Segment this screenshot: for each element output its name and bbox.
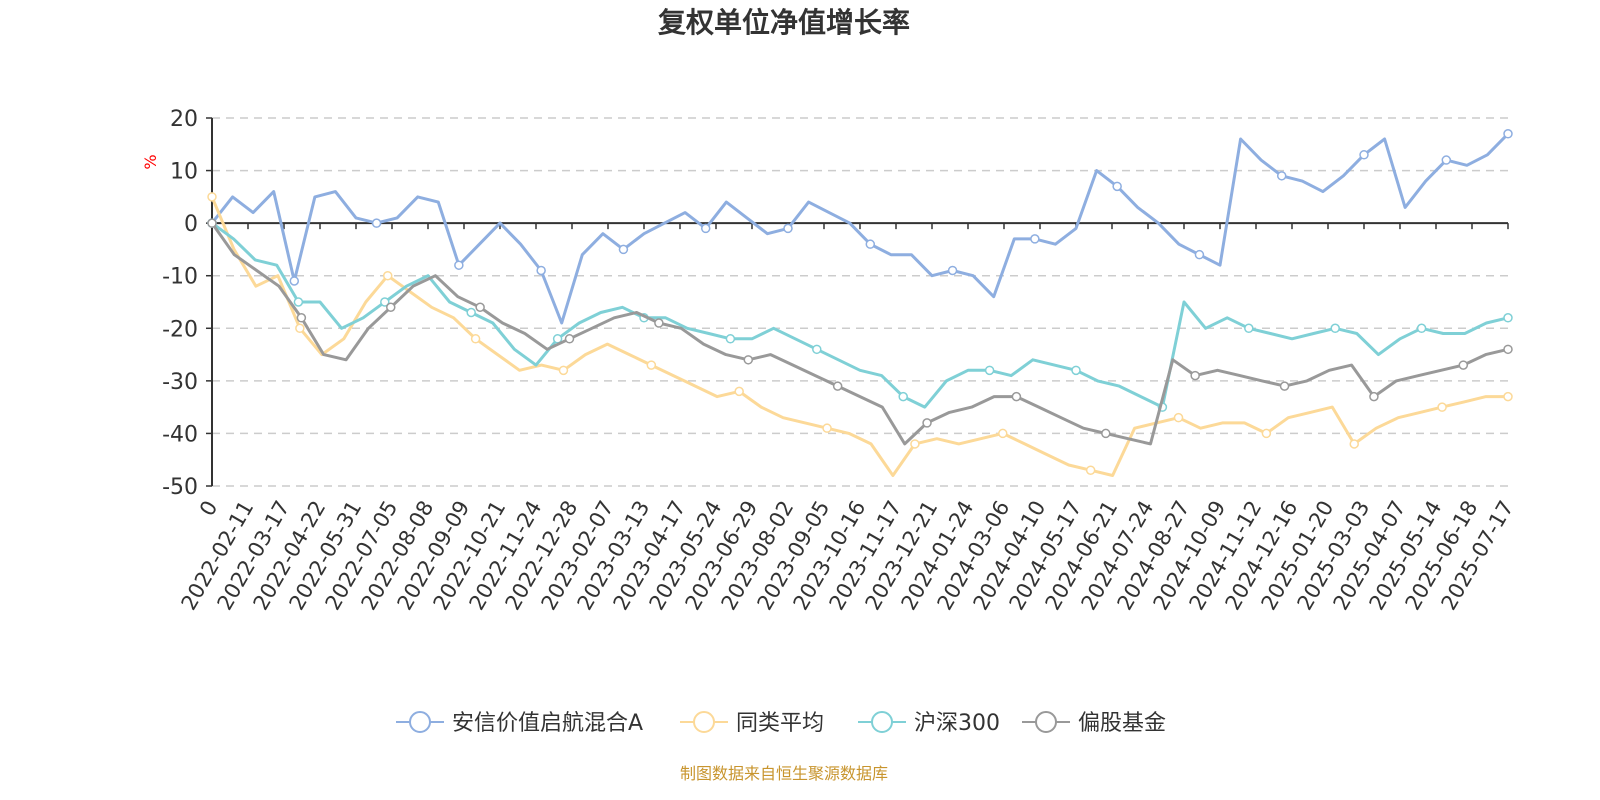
y-tick-label: 10 xyxy=(170,160,198,185)
series-0 xyxy=(207,129,1513,325)
data-point xyxy=(382,270,393,281)
data-point xyxy=(1085,465,1096,475)
data-point xyxy=(1279,381,1290,391)
data-point xyxy=(371,218,382,228)
legend-marker-icon xyxy=(409,711,431,733)
legend-item[interactable]: 偏股基金 xyxy=(1022,711,1166,736)
data-point xyxy=(947,265,958,276)
data-point xyxy=(1276,171,1287,181)
data-point xyxy=(1112,181,1122,192)
legend-marker-icon xyxy=(693,711,715,733)
data-point xyxy=(865,239,876,249)
data-point xyxy=(295,323,305,334)
data-point xyxy=(832,381,843,391)
data-point xyxy=(1330,323,1340,334)
data-point xyxy=(922,418,932,428)
data-point xyxy=(654,318,664,328)
legend-item[interactable]: 沪深300 xyxy=(858,711,1000,736)
data-point xyxy=(296,313,307,323)
series-3 xyxy=(207,218,1513,446)
data-point xyxy=(470,334,481,344)
data-point xyxy=(1437,402,1447,412)
y-axis-unit: % xyxy=(141,154,160,169)
data-point xyxy=(1261,428,1272,439)
data-point xyxy=(475,302,485,313)
data-point xyxy=(380,297,390,307)
data-point xyxy=(207,218,217,228)
data-point xyxy=(998,428,1008,439)
data-point xyxy=(1503,391,1513,402)
data-point xyxy=(1190,370,1200,381)
data-point xyxy=(293,297,304,307)
axes xyxy=(206,117,1509,487)
data-point xyxy=(558,365,569,376)
gridlines xyxy=(212,117,1508,487)
data-point xyxy=(984,365,995,376)
legend-marker-icon xyxy=(871,711,893,733)
series-1 xyxy=(207,192,1513,477)
chart-title: 复权单位净值增长率 xyxy=(658,6,910,39)
data-point xyxy=(646,360,657,370)
data-point xyxy=(1441,155,1452,165)
data-point xyxy=(743,355,754,365)
data-point xyxy=(1359,150,1369,160)
y-tick-label: -30 xyxy=(162,370,198,395)
data-point xyxy=(812,344,822,355)
data-point xyxy=(725,334,736,344)
legend[interactable]: 安信价值启航混合A 同类平均 沪深300 偏股基金 xyxy=(396,711,1166,736)
data-point xyxy=(898,391,908,402)
y-tick-label: -10 xyxy=(162,265,198,290)
data-point xyxy=(207,192,217,202)
data-point xyxy=(1503,129,1513,139)
legend-item[interactable]: 同类平均 xyxy=(680,711,824,736)
data-point xyxy=(454,260,464,270)
data-point xyxy=(618,244,629,255)
legend-item[interactable]: 安信价值启航混合A xyxy=(396,711,643,736)
y-tick-label: 20 xyxy=(170,107,198,132)
legend-label: 沪深300 xyxy=(914,711,1000,736)
data-point xyxy=(1503,313,1513,323)
data-point xyxy=(700,223,711,234)
y-tick-label: 0 xyxy=(184,212,198,237)
legend-label: 同类平均 xyxy=(736,711,824,736)
data-point xyxy=(1503,344,1513,355)
series-line xyxy=(211,221,1509,409)
legend-label: 偏股基金 xyxy=(1078,711,1166,736)
data-point xyxy=(734,386,744,397)
legend-label: 安信价值启航混合A xyxy=(452,711,643,736)
data-point xyxy=(289,276,300,286)
x-tick-labels: 02022-02-112022-03-172022-04-222022-05-3… xyxy=(177,497,1519,615)
data-point xyxy=(466,307,476,318)
data-point xyxy=(1244,323,1254,334)
data-point xyxy=(386,302,396,313)
y-tick-label: -20 xyxy=(162,317,198,342)
y-tick-label: -40 xyxy=(162,422,198,447)
y-tick-labels: 20 10 0 -10 -20 -30 -40 -50 xyxy=(162,107,198,500)
data-point xyxy=(1071,365,1081,376)
series-2 xyxy=(207,218,1513,412)
data-point xyxy=(910,439,920,449)
data-point xyxy=(1101,428,1111,439)
y-tick-label: -50 xyxy=(162,475,198,500)
series-line xyxy=(210,222,1509,446)
source-note: 制图数据来自恒生聚源数据库 xyxy=(680,764,888,783)
data-point xyxy=(822,423,832,433)
data-point xyxy=(1369,391,1379,402)
series-line xyxy=(210,132,1510,325)
data-point xyxy=(1416,323,1427,334)
data-point xyxy=(1173,412,1184,423)
data-point xyxy=(1011,391,1022,402)
data-point xyxy=(783,223,793,234)
x-tick-label: 0 xyxy=(195,497,222,521)
data-point xyxy=(536,265,546,276)
data-point xyxy=(1030,234,1040,244)
series-line xyxy=(210,196,1508,477)
data-point xyxy=(1194,249,1205,260)
series-lines xyxy=(207,129,1513,477)
data-point xyxy=(1458,360,1469,370)
legend-marker-icon xyxy=(1035,711,1057,733)
data-point xyxy=(564,334,575,344)
data-point xyxy=(1349,439,1359,449)
